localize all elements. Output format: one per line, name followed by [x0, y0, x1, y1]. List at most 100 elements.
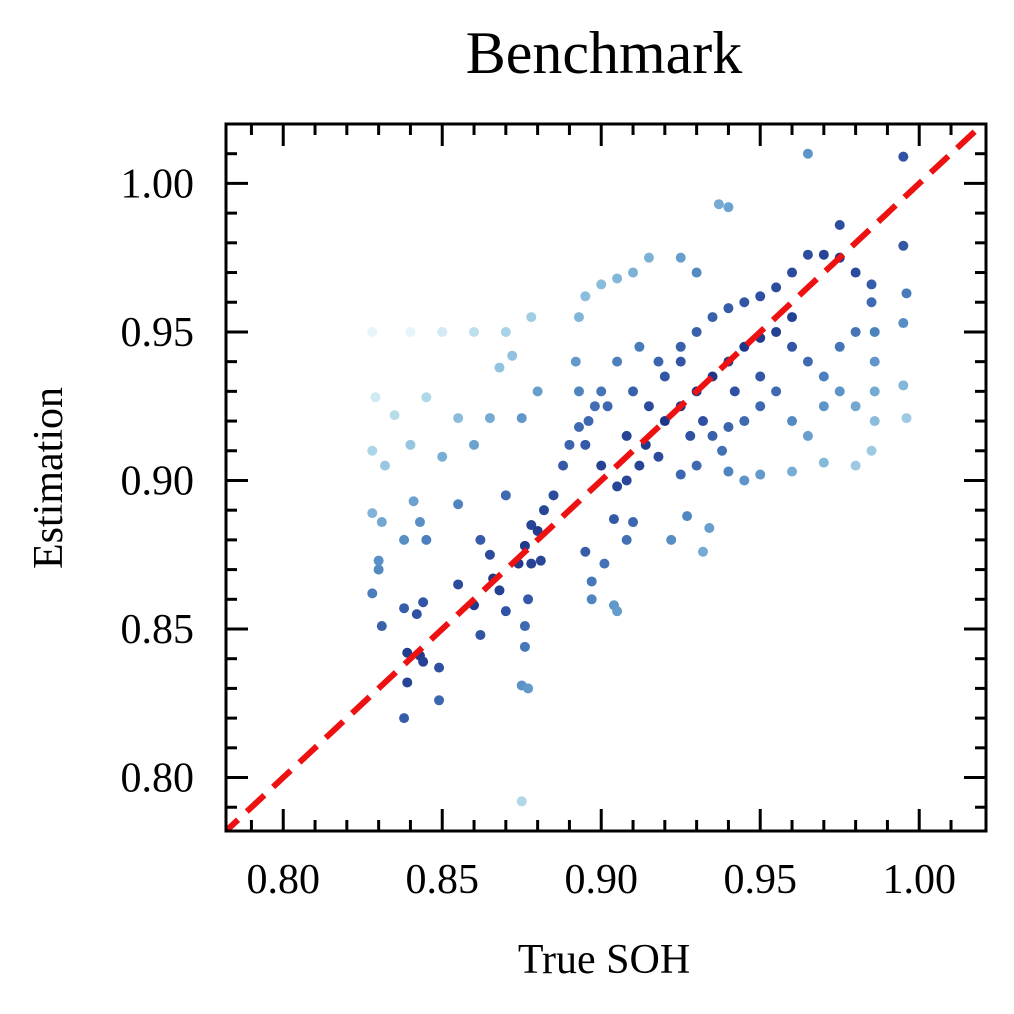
data-point-29: [507, 350, 518, 361]
data-point-133: [612, 273, 623, 284]
data-point-163: [787, 312, 798, 323]
data-point-88: [628, 517, 639, 528]
data-point-106: [866, 279, 877, 290]
data-point-67: [519, 641, 530, 652]
data-point-17: [389, 410, 400, 421]
data-point-105: [850, 267, 861, 278]
data-point-118: [723, 466, 734, 477]
data-point-6: [901, 288, 912, 299]
data-point-31: [376, 517, 387, 528]
data-point-158: [787, 416, 798, 427]
x-tick-label-3: 0.95: [723, 857, 797, 903]
data-point-73: [548, 490, 559, 501]
data-point-1: [898, 151, 909, 162]
data-point-125: [612, 481, 623, 492]
data-point-159: [802, 430, 813, 441]
data-point-4: [713, 199, 724, 210]
data-point-153: [771, 386, 782, 397]
data-point-54: [434, 662, 445, 673]
data-point-151: [834, 386, 845, 397]
data-point-172: [685, 430, 696, 441]
axis-ticks: [226, 124, 986, 831]
data-point-39: [421, 534, 432, 545]
data-point-78: [589, 401, 600, 412]
data-point-136: [675, 252, 686, 263]
data-point-43: [500, 490, 511, 501]
data-point-38: [414, 517, 425, 528]
data-point-101: [787, 267, 798, 278]
data-point-124: [621, 475, 632, 486]
x-tick-label-0: 0.80: [246, 857, 320, 903]
data-point-120: [691, 460, 702, 471]
data-point-131: [580, 291, 591, 302]
data-point-148: [787, 341, 798, 352]
data-point-107: [866, 297, 877, 308]
data-point-22: [532, 386, 543, 397]
axis-tick-labels: 0.80 0.80 0.85 0.85 0.90 0.90 0.95 0.95 1.00 1.00: [121, 161, 956, 903]
plot-frame: [224, 122, 988, 833]
data-point-108: [869, 326, 880, 337]
data-point-50: [411, 609, 422, 620]
data-point-77: [583, 416, 594, 427]
data-point-64: [519, 540, 530, 551]
data-point-150: [818, 371, 829, 382]
data-point-25: [405, 439, 416, 450]
data-point-130: [573, 312, 584, 323]
data-point-102: [802, 249, 813, 260]
data-point-98: [739, 297, 750, 308]
data-point-40: [453, 499, 464, 510]
data-point-65: [523, 594, 534, 605]
data-point-168: [612, 356, 623, 367]
data-point-86: [621, 534, 632, 545]
data-point-85: [612, 606, 623, 617]
data-point-95: [691, 326, 702, 337]
data-point-129: [570, 356, 581, 367]
data-point-33: [373, 564, 384, 575]
data-point-66: [519, 621, 530, 632]
data-point-75: [564, 439, 575, 450]
data-point-19: [453, 413, 464, 424]
data-point-52: [418, 656, 429, 667]
data-point-27: [469, 439, 480, 450]
data-point-109: [869, 356, 880, 367]
data-point-47: [399, 603, 410, 614]
data-point-127: [580, 439, 591, 450]
data-point-110: [869, 386, 880, 397]
data-point-128: [573, 386, 584, 397]
data-point-164: [755, 371, 766, 382]
data-point-36: [399, 534, 410, 545]
data-point-55: [399, 713, 410, 724]
y-tick-label-0: 0.80: [121, 756, 195, 802]
data-point-2: [834, 220, 845, 230]
data-point-134: [628, 267, 639, 278]
scatter-points: [367, 148, 912, 807]
data-point-169: [602, 401, 613, 412]
data-point-114: [818, 457, 829, 468]
data-point-116: [755, 469, 766, 480]
data-point-92: [704, 523, 715, 533]
x-axis-label: True SOH: [518, 937, 690, 983]
data-point-79: [596, 386, 607, 397]
data-point-115: [787, 466, 798, 477]
data-point-154: [755, 401, 766, 412]
x-tick-label-1: 0.85: [405, 857, 479, 903]
data-point-91: [697, 546, 708, 557]
data-point-12: [437, 326, 448, 337]
data-point-16: [370, 392, 381, 403]
data-point-147: [771, 326, 782, 337]
data-point-83: [599, 558, 610, 569]
data-point-112: [866, 445, 877, 456]
data-point-0: [802, 148, 813, 159]
data-point-5: [723, 202, 734, 213]
data-point-122: [653, 451, 664, 462]
data-point-57: [453, 579, 464, 590]
data-point-165: [675, 356, 686, 367]
data-point-119: [717, 445, 728, 456]
data-point-137: [691, 267, 702, 278]
data-point-97: [723, 303, 734, 314]
data-point-15: [526, 312, 537, 323]
data-point-123: [634, 460, 645, 471]
data-point-96: [707, 312, 718, 323]
x-tick-label-4: 1.00: [882, 857, 956, 903]
chart-title: Benchmark: [466, 20, 743, 86]
